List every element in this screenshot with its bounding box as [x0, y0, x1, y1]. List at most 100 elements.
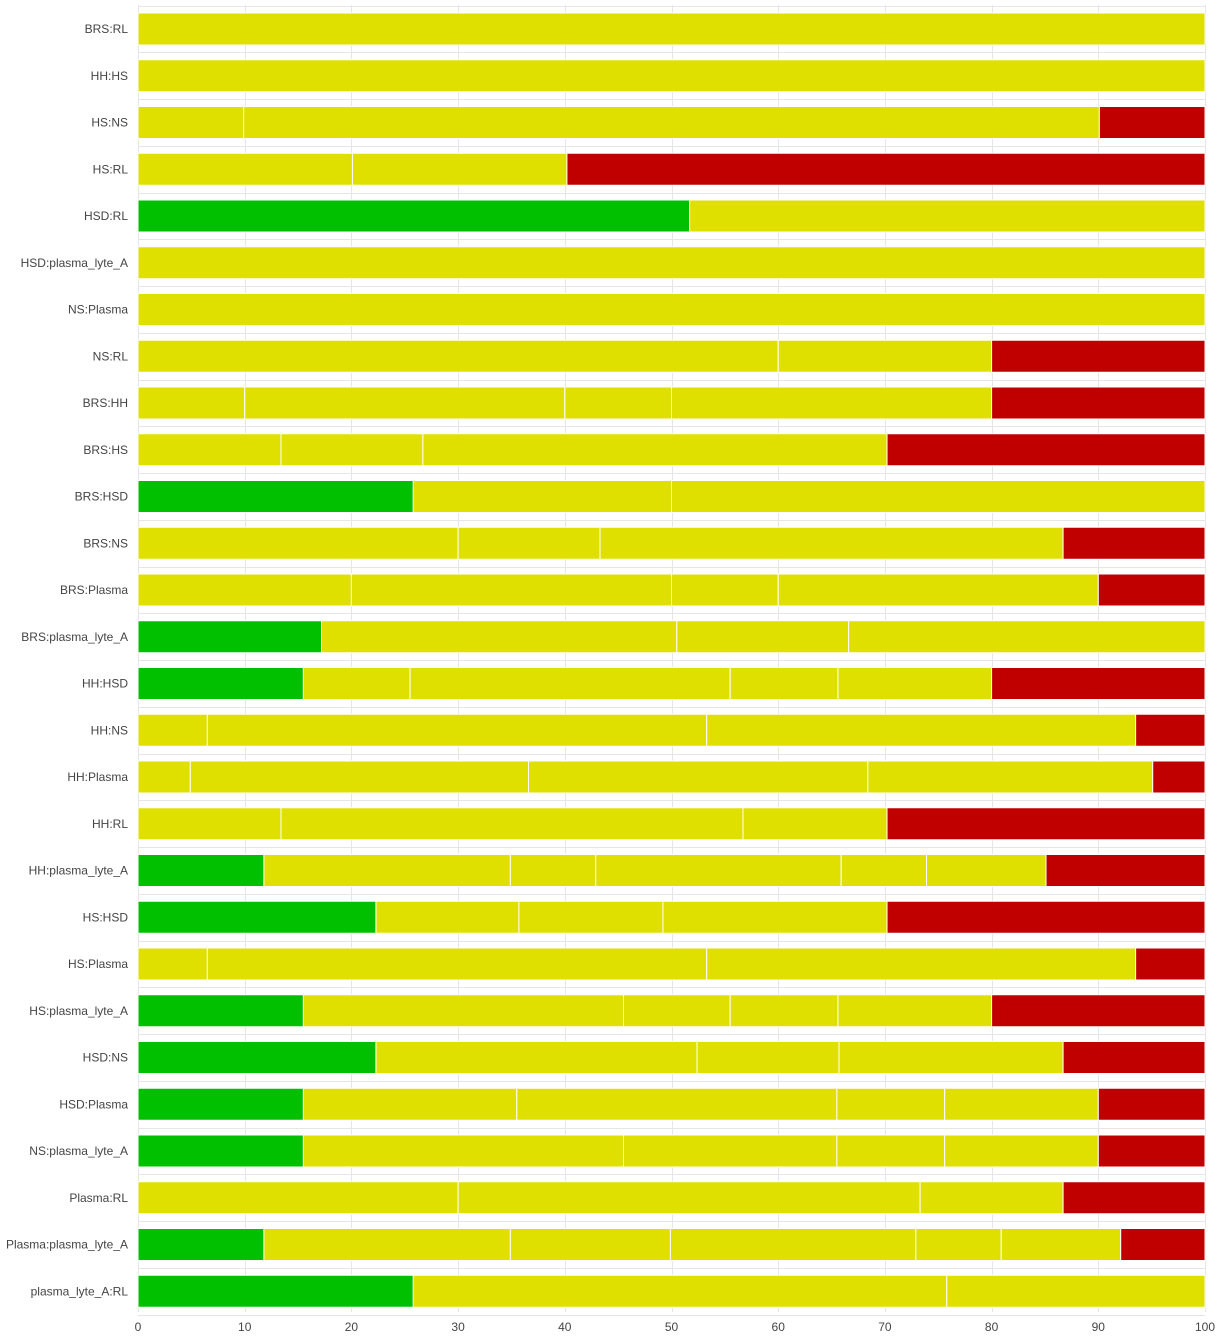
x-tick-label-80: 80: [985, 1320, 999, 1334]
bar-segment-yellow: [671, 573, 779, 607]
bar-HSD:plasma_lyte_A: [137, 246, 1206, 280]
bar-segment-yellow: [599, 526, 1064, 560]
bar-segment-yellow: [137, 526, 459, 560]
bar-segment-yellow: [457, 526, 601, 560]
category-label: HH:HS: [91, 69, 128, 83]
bar-segment-yellow: [1000, 1228, 1122, 1261]
bar-segment-yellow: [671, 386, 993, 420]
category-label: BRS:NS: [83, 536, 128, 550]
bar-segment-yellow: [206, 947, 708, 981]
bar-segment-green: [137, 620, 323, 654]
bar-segment-red: [991, 667, 1206, 700]
bar-segment-red: [886, 900, 1206, 934]
bar-segment-red: [1097, 1087, 1206, 1121]
bar-segment-yellow: [837, 667, 993, 700]
category-label: NS:plasma_lyte_A: [29, 1144, 128, 1158]
bar-segment-yellow: [564, 386, 672, 420]
x-tick-label-70: 70: [878, 1320, 892, 1334]
bar-segment-yellow: [622, 994, 731, 1028]
bar-segment-yellow: [137, 339, 779, 373]
bar-BRS:Plasma: [137, 573, 1206, 607]
bar-segment-yellow: [777, 573, 1099, 607]
bar-segment-red: [1120, 1228, 1206, 1261]
bar-segment-green: [137, 199, 691, 233]
bar-segment-yellow: [689, 199, 1206, 233]
x-tick-label-60: 60: [772, 1320, 786, 1334]
bar-BRS:HH: [137, 386, 1206, 420]
bar-segment-yellow: [280, 433, 424, 467]
bar-segment-yellow: [622, 1134, 838, 1168]
category-label: HSD:Plasma: [59, 1097, 128, 1111]
bar-BRS:HSD: [137, 480, 1206, 513]
bar-segment-green: [137, 667, 304, 700]
bar-segment-yellow: [137, 433, 282, 467]
bar-segment-yellow: [206, 713, 708, 747]
bar-segment-yellow: [838, 1041, 1064, 1074]
bar-BRS:plasma_lyte_A: [137, 620, 1206, 654]
bar-segment-red: [1062, 526, 1206, 560]
bar-segment-red: [1045, 854, 1206, 887]
bar-segment-yellow: [867, 760, 1154, 794]
bar-segment-green: [137, 994, 304, 1028]
bar-NS:plasma_lyte_A: [137, 1134, 1206, 1168]
bar-plasma_lyte_A:RL: [137, 1274, 1206, 1308]
bar-segment-green: [137, 900, 377, 934]
bar-segment-red: [991, 339, 1206, 373]
bar-segment-red: [1097, 1134, 1206, 1168]
bar-segment-yellow: [528, 760, 869, 794]
bar-segment-yellow: [409, 667, 731, 700]
bar-HH:HS: [137, 59, 1206, 93]
bar-segment-yellow: [375, 1041, 698, 1074]
bar-segment-yellow: [137, 246, 1206, 280]
bar-segment-red: [566, 152, 1206, 186]
category-label: HS:NS: [91, 116, 128, 130]
bar-HH:RL: [137, 807, 1206, 841]
category-label: NS:RL: [93, 349, 129, 363]
bar-HS:HSD: [137, 900, 1206, 934]
category-label: NS:Plasma: [68, 303, 128, 317]
bar-HS:plasma_lyte_A: [137, 994, 1206, 1028]
bar-HH:NS: [137, 713, 1206, 747]
bar-segment-yellow: [944, 1134, 1099, 1168]
bar-NS:Plasma: [137, 293, 1206, 326]
bar-segment-red: [1062, 1181, 1206, 1215]
bar-HS:NS: [137, 106, 1206, 139]
category-label: HS:plasma_lyte_A: [29, 1004, 128, 1018]
category-label: HSD:plasma_lyte_A: [21, 256, 128, 270]
bar-segment-yellow: [137, 760, 191, 794]
bar-segment-yellow: [412, 1274, 948, 1308]
category-label: HS:Plasma: [68, 957, 128, 971]
bar-segment-red: [1097, 573, 1206, 607]
x-tick-label-100: 100: [1195, 1320, 1215, 1334]
bar-segment-yellow: [243, 106, 1100, 139]
bar-segment-red: [1098, 106, 1206, 139]
bar-segment-green: [137, 480, 414, 513]
bar-segment-yellow: [422, 433, 888, 467]
category-label: BRS:Plasma: [60, 583, 128, 597]
x-tick-label-50: 50: [665, 1320, 679, 1334]
bar-segment-yellow: [137, 807, 282, 841]
bar-segment-yellow: [244, 386, 566, 420]
bar-segment-green: [137, 1274, 414, 1308]
x-tick-label-90: 90: [1092, 1320, 1106, 1334]
bar-segment-yellow: [516, 1087, 838, 1121]
bar-segment-yellow: [676, 620, 850, 654]
bar-BRS:HS: [137, 433, 1206, 467]
x-tick-label-10: 10: [238, 1320, 252, 1334]
bar-segment-yellow: [137, 713, 208, 747]
bar-HSD:NS: [137, 1041, 1206, 1074]
bar-segment-yellow: [836, 1087, 946, 1121]
category-label: HH:plasma_lyte_A: [29, 864, 128, 878]
bar-segment-yellow: [263, 1228, 511, 1261]
x-tick-label-0: 0: [135, 1320, 142, 1334]
bar-segment-yellow: [706, 713, 1137, 747]
bar-segment-yellow: [137, 386, 246, 420]
category-label: BRS:RL: [85, 22, 129, 36]
bar-segment-yellow: [412, 480, 672, 513]
bar-segment-yellow: [302, 1087, 518, 1121]
bar-segment-yellow: [137, 947, 208, 981]
category-label: HS:RL: [93, 162, 129, 176]
bar-segment-yellow: [302, 667, 411, 700]
category-label: HSD:NS: [83, 1051, 128, 1065]
